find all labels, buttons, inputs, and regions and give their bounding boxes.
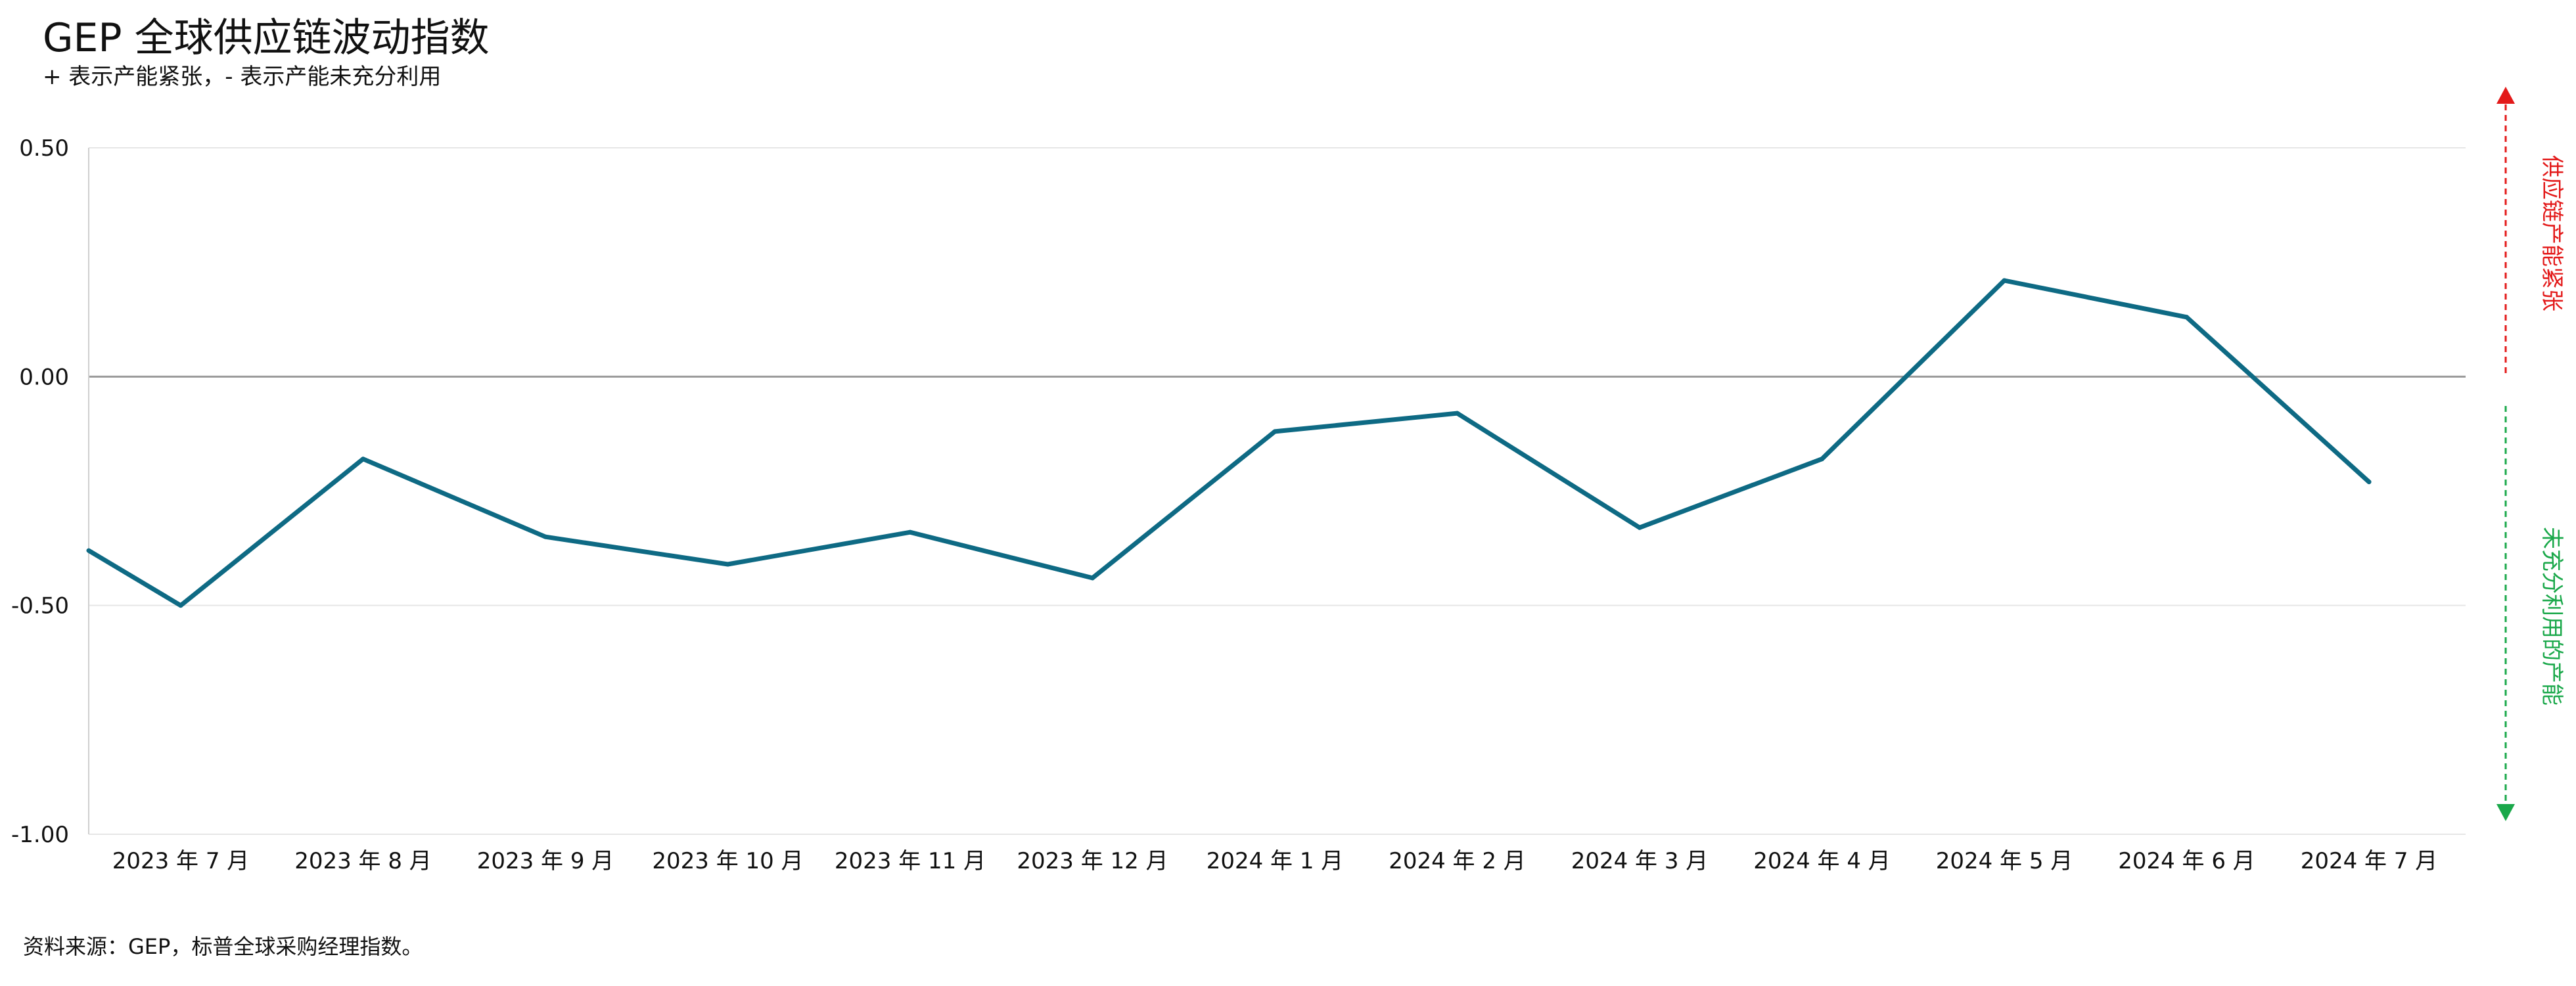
- chart-subtitle: + 表示产能紧张，- 表示产能未充分利用: [43, 64, 441, 90]
- chart-title: GEP 全球供应链波动指数: [43, 15, 490, 61]
- data-point: [2366, 480, 2372, 485]
- x-tick-label: 2024 年 5 月: [1936, 848, 2073, 874]
- down-arrow-icon: [2496, 804, 2515, 821]
- up-arrow-icon: [2496, 87, 2515, 104]
- data-point: [2184, 315, 2189, 320]
- data-point: [908, 529, 913, 535]
- data-point: [178, 603, 183, 608]
- x-tick-label: 2023 年 9 月: [477, 848, 614, 874]
- x-tick-label: 2024 年 4 月: [1753, 848, 1891, 874]
- y-tick-label: 0.50: [19, 135, 69, 162]
- side-indicator: 供应链产能紧张 未充分利用的产能: [2496, 87, 2565, 821]
- data-point: [543, 534, 548, 539]
- x-axis-ticks: 2023 年 7 月 2023 年 8 月 2023 年 9 月 2023 年 10 …: [112, 848, 2438, 874]
- x-tick-label: 2023 年 11 月: [835, 848, 986, 874]
- data-point: [1637, 525, 1642, 530]
- source-note: 资料来源：GEP，标普全球采购经理指数。: [23, 934, 423, 959]
- x-tick-label: 2024 年 3 月: [1571, 848, 1709, 874]
- x-tick-label: 2023 年 8 月: [294, 848, 432, 874]
- y-tick-label: -1.00: [11, 822, 69, 848]
- data-point: [2002, 278, 2007, 283]
- side-label-up: 供应链产能紧张: [2539, 155, 2565, 311]
- data-point: [361, 457, 365, 462]
- series-layer: [86, 278, 2372, 608]
- data-point: [1272, 429, 1277, 434]
- x-tick-label: 2024 年 1 月: [1207, 848, 1344, 874]
- data-point: [1090, 575, 1095, 581]
- side-label-down: 未充分利用的产能: [2539, 527, 2565, 706]
- data-point: [1455, 411, 1460, 416]
- series-line: [86, 278, 2372, 608]
- x-tick-label: 2023 年 7 月: [112, 848, 250, 874]
- x-tick-label: 2024 年 2 月: [1389, 848, 1526, 874]
- gridlines: [89, 147, 2466, 835]
- y-tick-label: 0.00: [19, 364, 69, 390]
- data-point: [725, 562, 730, 567]
- x-tick-label: 2024 年 6 月: [2118, 848, 2255, 874]
- y-tick-label: -0.50: [11, 593, 69, 619]
- x-tick-label: 2023 年 10 月: [652, 848, 803, 874]
- x-tick-label: 2023 年 12 月: [1017, 848, 1168, 874]
- data-point: [1820, 457, 1824, 462]
- x-tick-label: 2024 年 7 月: [2301, 848, 2438, 874]
- y-axis-ticks: 0.50 0.00 -0.50 -1.00: [11, 135, 69, 848]
